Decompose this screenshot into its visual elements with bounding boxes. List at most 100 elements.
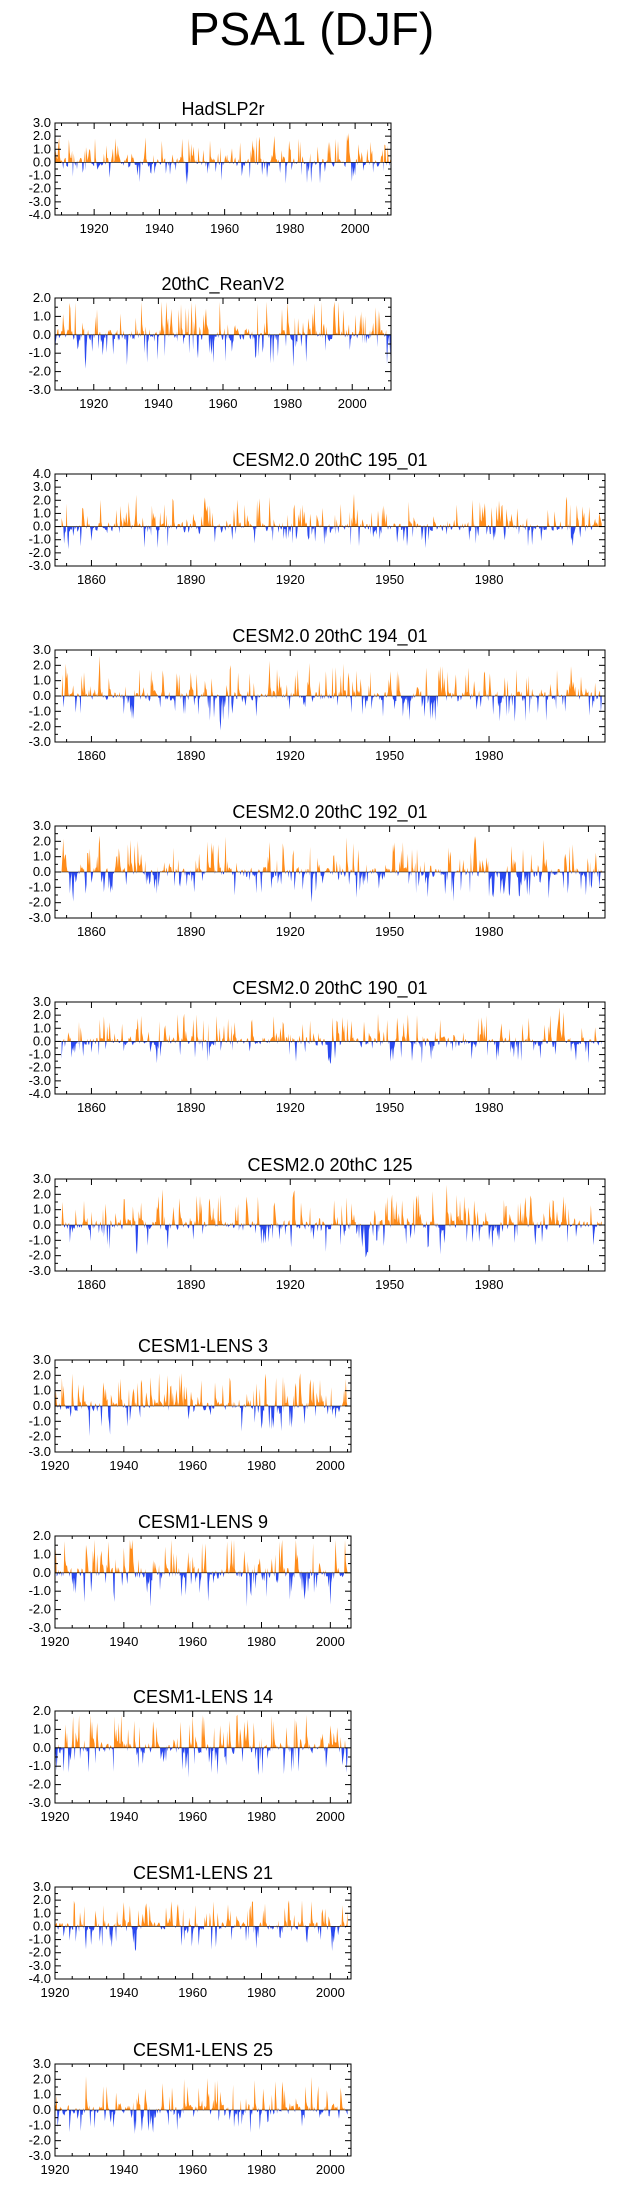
x-tick-label: 1980 xyxy=(247,1458,276,1473)
y-tick-label: -1.0 xyxy=(29,1047,51,1062)
x-tick-label: 1950 xyxy=(375,748,404,763)
x-tick-label: 1890 xyxy=(176,1277,205,1292)
y-tick-label: -1.0 xyxy=(29,168,51,183)
x-tick-label: 1860 xyxy=(77,924,106,939)
panel-2: 20thC_ReanV2 2.0 1.0 0.0 -1.0 -2.0 -3.0 1920 194… xyxy=(29,274,392,411)
x-tick-label: 1920 xyxy=(41,2162,70,2177)
positive-area xyxy=(61,493,602,527)
y-tick-label: 0.0 xyxy=(33,1740,51,1755)
y-tick-label: -2.0 xyxy=(29,545,51,560)
y-tick-label: -1.0 xyxy=(29,1232,51,1247)
x-tick-label: 1920 xyxy=(41,1809,70,1824)
x-tick-label: 1920 xyxy=(276,748,305,763)
negative-area xyxy=(55,2110,348,2134)
x-tick-label: 1960 xyxy=(210,221,239,236)
x-tick-label: 2000 xyxy=(316,1809,345,1824)
y-tick-label: 2.0 xyxy=(33,290,51,305)
y-tick-label: 2.0 xyxy=(33,492,51,507)
negative-area xyxy=(61,872,602,903)
y-tick-label: -3.0 xyxy=(29,1795,51,1810)
x-tick-label: 1950 xyxy=(375,924,404,939)
x-tick-label: 1960 xyxy=(178,1634,207,1649)
y-tick-label: 3.0 xyxy=(33,994,51,1009)
panel-title: HadSLP2r xyxy=(181,99,264,119)
panel-5: CESM2.0 20thC 192_01 3.02.01.00.0-1.0-2.0… xyxy=(29,802,606,939)
positive-area xyxy=(55,1900,348,1927)
panel-1: HadSLP2r 3.02.01.00.0-1.0-2.0-3.0-4.0 1920… xyxy=(29,99,392,236)
x-tick-label: 1960 xyxy=(178,1985,207,2000)
y-tick-label: 2.0 xyxy=(33,1186,51,1201)
y-tick-label: 1.0 xyxy=(33,1905,51,1920)
y-tick-label: -2.0 xyxy=(29,719,51,734)
positive-area xyxy=(55,133,391,163)
y-tick-label: -2.0 xyxy=(29,364,51,379)
y-tick-label: 3.0 xyxy=(33,1352,51,1367)
positive-area xyxy=(55,2076,348,2110)
y-tick-label: -2.0 xyxy=(29,1602,51,1617)
panel-6: CESM2.0 20thC 190_01 3.02.01.00.0-1.0-2.0… xyxy=(29,978,606,1115)
y-tick-label: -1.0 xyxy=(29,703,51,718)
y-tick-label: 1.0 xyxy=(33,849,51,864)
y-tick-label: -3.0 xyxy=(29,558,51,573)
x-tick-label: 1920 xyxy=(41,1458,70,1473)
y-tick-label: -3.0 xyxy=(29,1958,51,1973)
y-tick-label: -2.0 xyxy=(29,1060,51,1075)
panel-12: CESM1-LENS 25 3.02.01.00.0-1.0-2.0-3.0192… xyxy=(29,2040,352,2177)
y-tick-label: -2.0 xyxy=(29,1429,51,1444)
y-tick-label: 2.0 xyxy=(33,128,51,143)
y-tick-label: 3.0 xyxy=(33,1879,51,1894)
y-tick-label: 3.0 xyxy=(33,1171,51,1186)
negative-area xyxy=(62,162,390,185)
y-tick-label: -3.0 xyxy=(29,194,51,209)
panel-3: CESM2.0 20thC 195_014.03.02.01.00.0-1.0-… xyxy=(29,450,606,587)
negative-area xyxy=(55,334,391,369)
y-tick-label: 2.0 xyxy=(33,1528,51,1543)
positive-area xyxy=(61,656,602,696)
x-tick-label: 1940 xyxy=(109,1809,138,1824)
x-tick-label: 1960 xyxy=(178,2162,207,2177)
y-tick-label: 2.0 xyxy=(33,1892,51,1907)
y-tick-label: -2.0 xyxy=(29,1945,51,1960)
x-tick-label: 1980 xyxy=(273,396,302,411)
y-tick-label: 3.0 xyxy=(33,642,51,657)
y-tick-label: 1.0 xyxy=(33,673,51,688)
y-tick-label: -4.0 xyxy=(29,1086,51,1101)
panel-title: CESM2.0 20thC 190_01 xyxy=(232,978,427,999)
x-tick-label: 1980 xyxy=(275,221,304,236)
y-tick-label: -3.0 xyxy=(29,1620,51,1635)
y-tick-label: -2.0 xyxy=(29,1248,51,1263)
plot-frame xyxy=(54,473,606,567)
x-tick-label: 1980 xyxy=(247,1634,276,1649)
y-tick-label: 3.0 xyxy=(33,479,51,494)
x-tick-label: 1920 xyxy=(41,1634,70,1649)
plot-frame xyxy=(54,122,392,216)
y-tick-label: -1.0 xyxy=(29,1758,51,1773)
y-tick-label: -3.0 xyxy=(29,382,51,397)
y-tick-label: -1.0 xyxy=(29,879,51,894)
y-tick-label: -1.0 xyxy=(29,532,51,547)
positive-area xyxy=(55,1372,348,1406)
plot-frame xyxy=(54,297,392,391)
y-tick-label: 1.0 xyxy=(33,1020,51,1035)
x-tick-label: 1890 xyxy=(176,1100,205,1115)
y-tick-label: -3.0 xyxy=(29,1263,51,1278)
y-tick-label: -4.0 xyxy=(29,1971,51,1986)
x-tick-label: 1980 xyxy=(475,572,504,587)
x-tick-label: 1860 xyxy=(77,1100,106,1115)
positive-area xyxy=(61,1184,602,1225)
y-tick-label: 0.0 xyxy=(33,1217,51,1232)
y-tick-label: 1.0 xyxy=(33,1546,51,1561)
panel-title: CESM2.0 20thC 125 xyxy=(247,1155,412,1175)
panel-title: CESM1-LENS 14 xyxy=(133,1687,273,1707)
x-tick-label: 2000 xyxy=(316,1458,345,1473)
y-tick-label: -4.0 xyxy=(29,207,51,222)
x-tick-label: 1980 xyxy=(475,1277,504,1292)
x-tick-label: 1940 xyxy=(144,396,173,411)
y-tick-label: 2.0 xyxy=(33,833,51,848)
y-tick-label: 2.0 xyxy=(33,1367,51,1382)
y-tick-label: 0.0 xyxy=(33,864,51,879)
y-tick-label: -3.0 xyxy=(29,2148,51,2163)
y-tick-label: -3.0 xyxy=(29,1444,51,1459)
